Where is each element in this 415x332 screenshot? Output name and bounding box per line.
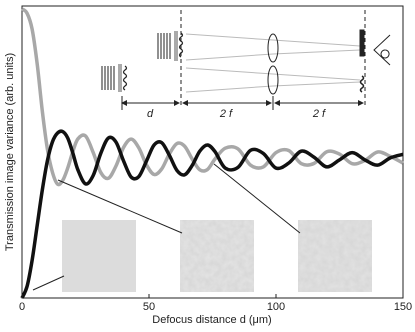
connector [213, 163, 301, 234]
x-axis-label: Defocus distance d (μm) [152, 314, 271, 326]
inset-image [62, 220, 136, 292]
optics-diagram [101, 10, 391, 110]
plot-frame [21, 5, 404, 299]
inset-texture [180, 220, 254, 292]
x-tick-label: 50 [143, 301, 155, 313]
annotation: 2 f [312, 108, 326, 120]
insets [32, 163, 372, 292]
annotation: d [147, 108, 154, 120]
connector [57, 179, 183, 234]
series-line [20, 129, 404, 299]
inset-texture [298, 220, 372, 292]
x-tick-label: 0 [19, 301, 25, 313]
series-line [20, 7, 404, 187]
annotation: 2 f [219, 108, 233, 120]
x-tick-label: 100 [267, 301, 285, 313]
connector [32, 275, 65, 291]
x-tick-label: 150 [394, 301, 412, 313]
y-axis-label: Transmission image variance (arb. units) [4, 53, 16, 251]
